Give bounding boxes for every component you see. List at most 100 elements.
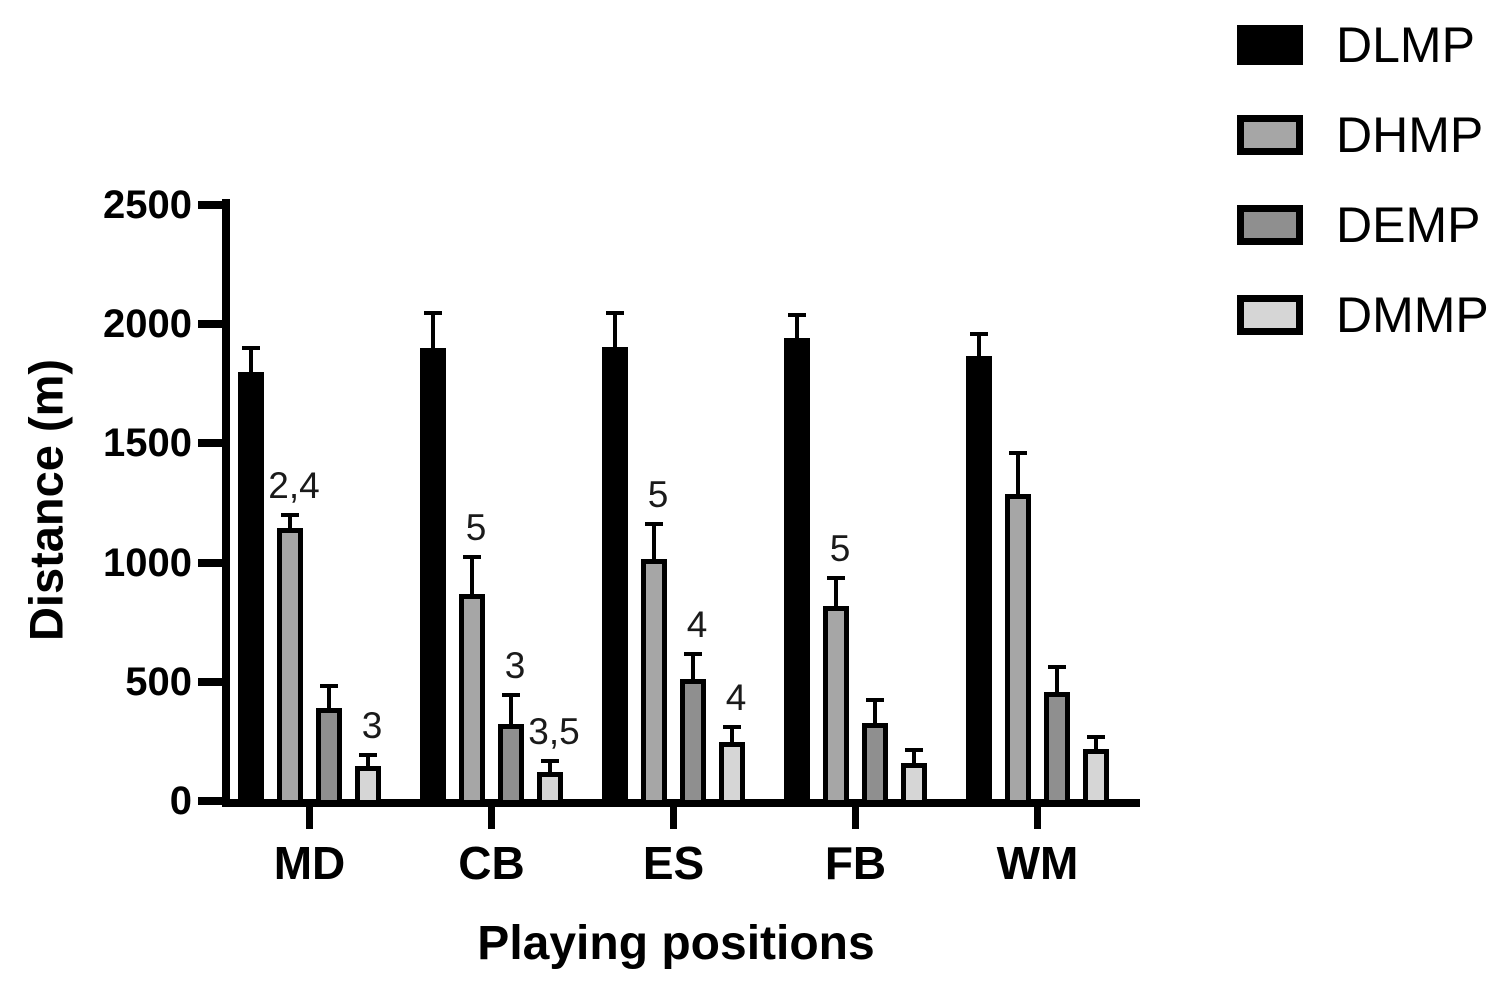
legend-label-dmmp: DMMP (1336, 287, 1489, 343)
bar-md-dhmp (277, 528, 303, 805)
error-bar-stem-fb-dmmp (912, 750, 916, 766)
x-tick-wm (1034, 807, 1041, 829)
error-bar-cap-fb-demp (866, 698, 884, 703)
bar-wm-dhmp (1005, 493, 1031, 805)
error-bar-cap-fb-dlmp (788, 313, 806, 318)
legend-swatch-dhmp (1237, 115, 1303, 155)
error-bar-cap-wm-dlmp (970, 332, 988, 337)
significance-label-md-dmmp: 3 (361, 704, 383, 746)
significance-label-es-demp: 4 (686, 603, 708, 645)
error-bar-cap-wm-dhmp (1009, 451, 1027, 456)
y-tick-label-0: 0 (169, 779, 192, 823)
error-bar-stem-md-dmmp (366, 754, 370, 768)
x-category-label-es: ES (642, 837, 705, 889)
x-tick-es (670, 807, 677, 829)
bar-md-dmmp (355, 765, 381, 805)
bar-fb-dhmp (823, 605, 849, 805)
error-bar-stem-es-demp (691, 653, 695, 681)
error-bar-stem-fb-dlmp (795, 315, 799, 340)
y-axis-title: Distance (m) (19, 358, 73, 642)
bar-es-dlmp (602, 347, 628, 805)
bar-cb-demp (498, 723, 524, 805)
error-bar-cap-cb-demp (502, 693, 520, 698)
error-bar-cap-md-dlmp (242, 346, 260, 351)
error-bar-stem-wm-dhmp (1016, 453, 1020, 496)
y-tick-1500 (198, 439, 222, 448)
x-axis-title: Playing positions (477, 917, 875, 970)
bar-es-dmmp (719, 741, 745, 805)
legend-label-dhmp: DHMP (1336, 107, 1484, 163)
x-tick-md (306, 807, 313, 829)
y-tick-label-1500: 1500 (103, 421, 192, 466)
y-axis-line (222, 199, 230, 807)
error-bar-stem-wm-dmmp (1094, 737, 1098, 751)
bar-fb-dlmp (784, 337, 810, 805)
legend-swatch-demp (1237, 205, 1303, 245)
legend-item-dmmp: DMMP (1237, 290, 1489, 340)
x-category-label-cb: CB (458, 837, 525, 889)
error-bar-stem-es-dlmp (613, 312, 617, 350)
error-bar-stem-es-dmmp (730, 727, 734, 744)
error-bar-cap-fb-dmmp (905, 748, 923, 753)
error-bar-stem-cb-dlmp (431, 312, 435, 351)
legend-item-dhmp: DHMP (1237, 110, 1489, 160)
error-bar-cap-md-demp (320, 683, 338, 688)
legend-label-dlmp: DLMP (1336, 17, 1475, 73)
error-bar-cap-cb-dhmp (463, 555, 481, 560)
bar-wm-dlmp (966, 355, 992, 805)
y-tick-label-2500: 2500 (103, 183, 192, 227)
bar-wm-dmmp (1083, 748, 1109, 805)
error-bar-cap-fb-dhmp (827, 576, 845, 581)
significance-label-cb-dhmp: 5 (465, 507, 487, 549)
x-category-label-md: MD (273, 837, 346, 889)
legend-label-demp: DEMP (1336, 197, 1481, 253)
error-bar-cap-md-dmmp (359, 752, 377, 757)
significance-label-es-dhmp: 5 (647, 473, 669, 515)
x-category-label-fb: FB (824, 837, 887, 889)
legend-item-dlmp: DLMP (1237, 20, 1489, 70)
error-bar-cap-cb-dlmp (424, 310, 442, 315)
bar-es-dhmp (641, 559, 667, 805)
error-bar-stem-md-dhmp (288, 515, 292, 531)
y-tick-label-1000: 1000 (103, 540, 192, 585)
error-bar-cap-wm-dmmp (1087, 735, 1105, 740)
error-bar-stem-md-demp (327, 685, 331, 711)
y-tick-label-500: 500 (125, 659, 192, 704)
error-bar-stem-fb-demp (873, 700, 877, 725)
error-bar-stem-cb-demp (509, 695, 513, 726)
error-bar-cap-es-dlmp (606, 310, 624, 315)
error-bar-stem-cb-dhmp (470, 557, 474, 596)
legend-swatch-dmmp (1237, 295, 1303, 335)
error-bar-stem-md-dlmp (249, 348, 253, 375)
y-tick-label-2000: 2000 (103, 302, 192, 347)
error-bar-stem-es-dhmp (652, 523, 656, 562)
bar-fb-demp (862, 722, 888, 805)
legend-swatch-dlmp (1237, 25, 1303, 65)
significance-label-fb-dhmp: 5 (829, 528, 851, 570)
error-bar-stem-fb-dhmp (834, 578, 838, 608)
y-tick-1000 (198, 558, 222, 567)
error-bar-cap-md-dhmp (281, 513, 299, 518)
bar-fb-dmmp (901, 763, 927, 805)
x-tick-cb (488, 807, 495, 829)
significance-label-es-dmmp: 4 (725, 677, 747, 719)
bar-cb-dhmp (459, 593, 485, 805)
bar-cb-dmmp (537, 771, 563, 805)
x-category-label-wm: WM (996, 837, 1079, 889)
error-bar-cap-es-dhmp (645, 521, 663, 526)
legend-item-demp: DEMP (1237, 200, 1489, 250)
bar-md-demp (316, 708, 342, 805)
bar-wm-demp (1044, 691, 1070, 805)
error-bar-cap-es-demp (684, 651, 702, 656)
significance-label-md-dhmp: 2,4 (268, 465, 320, 507)
error-bar-stem-cb-dmmp (548, 760, 552, 774)
error-bar-stem-wm-demp (1055, 666, 1059, 694)
error-bar-cap-cb-dmmp (541, 758, 559, 763)
error-bar-stem-wm-dlmp (977, 334, 981, 358)
bar-md-dlmp (238, 372, 264, 805)
bar-cb-dlmp (420, 348, 446, 805)
legend: DLMP DHMP DEMP DMMP (1237, 20, 1489, 384)
significance-label-cb-dmmp: 3,5 (528, 710, 580, 752)
y-tick-2500 (198, 201, 222, 209)
